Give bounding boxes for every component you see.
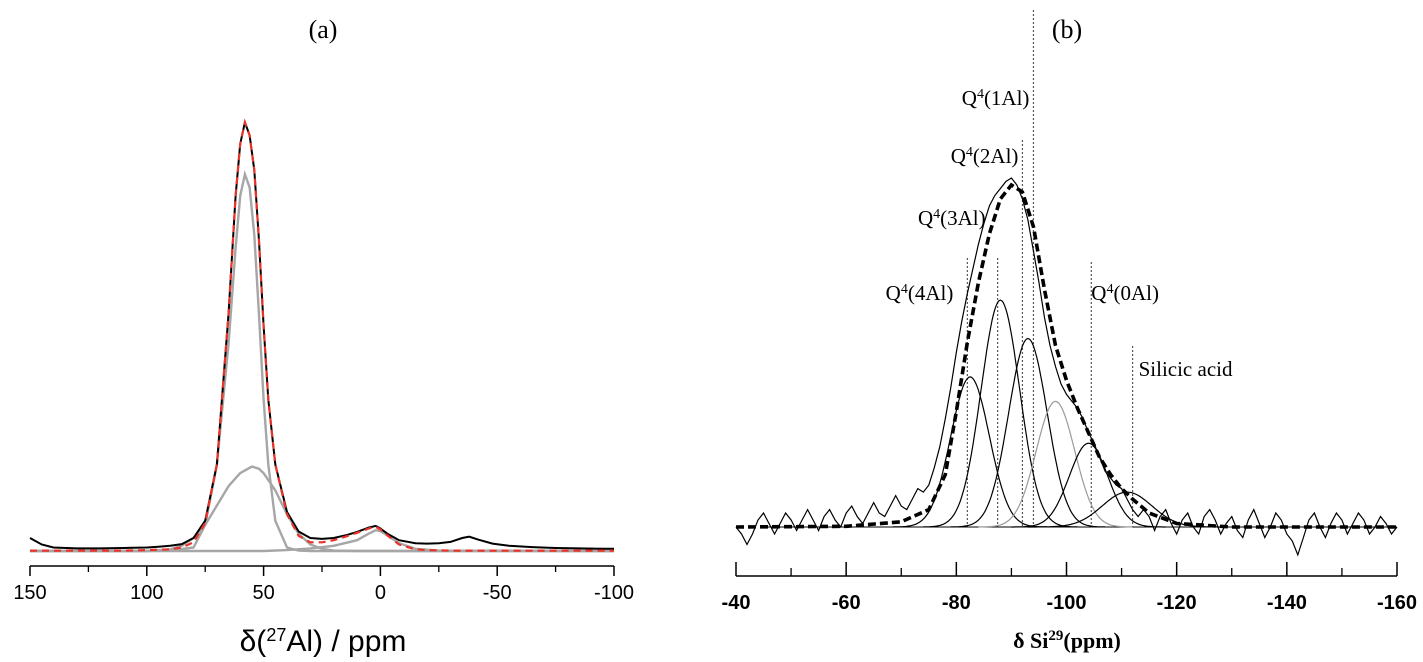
panel-b-peak-label: Q4(0Al) [1091, 281, 1159, 305]
panel-b-component-curve-1 [923, 299, 1078, 528]
panel-b-tick-label: -60 [832, 592, 861, 614]
panel-b-experimental-curve [735, 177, 1398, 557]
panel-a-tick-label: -100 [594, 582, 634, 604]
panel-a-tick-label: 100 [130, 582, 163, 604]
panel-b-x-axis: -40 -60 -80 -100 -120 -140 -160 [722, 562, 1417, 614]
panel-b-peak-label: Q4(4Al) [886, 281, 954, 305]
panel-a-chart: (a) 150 100 50 0 -50 -100 δ(27Al) / ppm [13, 15, 634, 658]
panel-a-tick-label: -50 [483, 582, 512, 604]
panel-b-peak-label: Q4(3Al) [918, 206, 986, 230]
panel-a-experimental-curve [29, 118, 614, 550]
panel-b-plot-area [735, 177, 1398, 557]
panel-b-tick-label: -100 [1046, 592, 1086, 614]
panel-a-component-curve-2 [30, 169, 614, 553]
panel-b-peak-label: Q4(1Al) [962, 86, 1030, 110]
panel-b-peak-label: Q4(2Al) [951, 144, 1019, 168]
panel-b-component-curve-2 [950, 337, 1106, 528]
panel-b-chart: (b) Q4(4Al) Q4(3Al) Q4(2Al) Q4(1Al) Q4(0Al) S… [722, 10, 1417, 653]
panel-b-component-curve-3 [978, 400, 1133, 528]
panel-a-label: (a) [309, 15, 338, 44]
panel-b-component-curve-5 [1027, 491, 1227, 528]
panel-b-tick-label: -160 [1377, 592, 1417, 614]
panel-a-fit-curve [30, 118, 614, 552]
panel-b-reference-lines: Q4(4Al) Q4(3Al) Q4(2Al) Q4(1Al) Q4(0Al) Silic… [886, 10, 1233, 527]
panel-b-fit-envelope [735, 182, 1397, 529]
panel-a-tick-label: 150 [13, 582, 46, 604]
panel-b-tick-label: -40 [722, 592, 751, 614]
panel-a-x-axis-label: δ(27Al) / ppm [240, 625, 407, 658]
panel-b-x-axis-label: δ Si29(ppm) [1013, 628, 1121, 653]
panel-b-component-curve-0 [893, 376, 1048, 528]
panel-a-tick-label: 0 [375, 582, 386, 604]
panel-a-x-axis: 150 100 50 0 -50 -100 [13, 565, 634, 604]
panel-a-component-curve-3 [30, 465, 614, 553]
panel-b-tick-label: -140 [1267, 592, 1307, 614]
panel-b-component-curve-4 [1011, 442, 1166, 528]
panel-b-tick-label: -120 [1157, 592, 1197, 614]
panel-b-label: (b) [1052, 15, 1082, 44]
panel-b-peak-label: Silicic acid [1139, 357, 1233, 381]
panel-b-tick-label: -80 [942, 592, 971, 614]
panel-a-plot-area [29, 118, 615, 553]
panel-a-tick-label: 50 [252, 582, 274, 604]
